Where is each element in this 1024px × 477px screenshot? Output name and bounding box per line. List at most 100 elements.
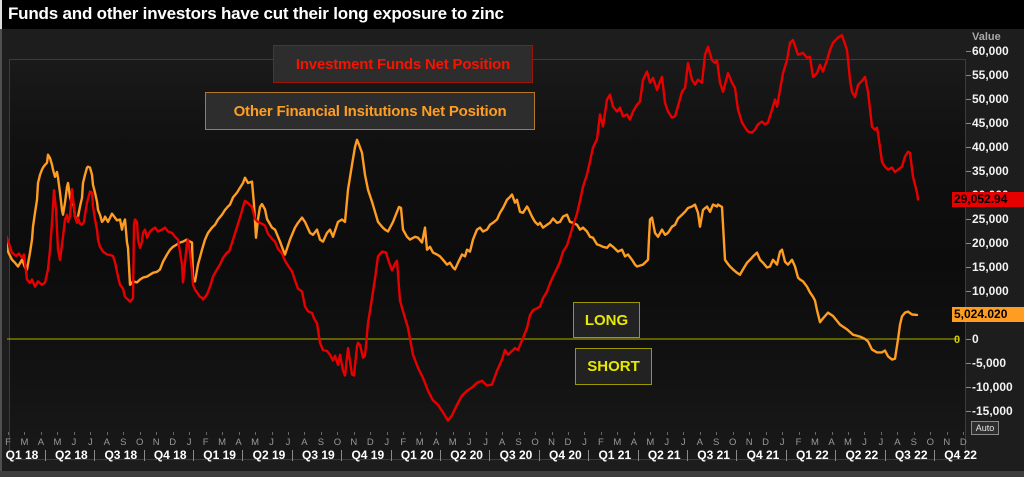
x-tick-mark [452, 432, 454, 435]
x-quarter-label: Q4 21 [746, 448, 780, 462]
x-quarter-separator [686, 450, 688, 461]
x-quarter-label: Q4 19 [351, 448, 385, 462]
x-tick-mark [469, 432, 471, 435]
x-tick-mark [518, 432, 520, 435]
x-tick-mark [287, 432, 289, 435]
x-quarter-separator [390, 450, 392, 461]
x-tick-mark [683, 432, 685, 435]
x-tick-mark [913, 432, 915, 435]
y-tick-mark [966, 171, 971, 172]
x-tick-mark [666, 432, 668, 435]
x-month-label: F [400, 437, 407, 448]
bottom-frame [0, 471, 1024, 477]
x-month-label: F [795, 437, 802, 448]
x-month-label: N [745, 437, 753, 448]
x-month-label: J [582, 437, 587, 448]
x-quarter-separator [489, 450, 491, 461]
x-quarter-label: Q2 20 [450, 448, 483, 462]
legend-investment-funds[interactable]: Investment Funds Net Position [273, 45, 533, 83]
x-tick-mark [930, 432, 932, 435]
x-month-label: J [269, 437, 274, 448]
y-tick-mark [966, 75, 971, 76]
x-month-label: M [415, 437, 424, 448]
x-month-label: J [87, 437, 93, 448]
x-month-label: S [515, 437, 522, 448]
x-tick-mark [831, 432, 833, 435]
x-tick-mark [436, 432, 438, 435]
auto-scale-button[interactable]: Auto [971, 421, 999, 435]
x-tick-mark [304, 432, 306, 435]
x-month-label: A [433, 437, 440, 448]
x-month-label: D [366, 437, 374, 448]
x-tick-mark [123, 432, 125, 435]
y-tick-label: -15,000 [972, 404, 1013, 418]
x-tick-mark [222, 432, 224, 435]
x-month-label: D [564, 437, 572, 448]
x-month-label: S [120, 437, 127, 448]
x-month-label: J [384, 437, 390, 448]
x-month-label: M [53, 437, 62, 448]
x-month-label: N [943, 437, 951, 448]
x-tick-mark [255, 432, 257, 435]
x-quarter-separator [242, 450, 244, 461]
x-tick-mark [419, 432, 421, 435]
x-quarter-separator [785, 450, 787, 461]
x-month-label: N [548, 437, 555, 448]
x-month-label: A [630, 437, 638, 448]
x-month-label: O [926, 437, 935, 448]
x-tick-mark [600, 432, 602, 435]
y-tick-mark [966, 387, 971, 388]
x-tick-mark [238, 432, 240, 435]
x-month-label: F [5, 437, 11, 448]
x-month-label: J [466, 437, 472, 448]
x-quarter-label: Q2 21 [647, 448, 681, 462]
short-annotation[interactable]: SHORT [575, 348, 652, 385]
y-tick-mark [966, 267, 971, 268]
y-tick-label: 60,000 [972, 44, 1009, 58]
x-month-label: D [169, 437, 177, 448]
x-quarter-separator [884, 450, 886, 461]
x-month-label: M [20, 437, 29, 448]
y-tick-label: 20,000 [972, 236, 1009, 250]
x-month-label: J [664, 437, 670, 448]
x-month-label: O [136, 437, 144, 448]
orange-value-badge: 5,024.020 [952, 307, 1024, 323]
x-month-label: M [844, 437, 852, 448]
x-tick-mark [699, 432, 701, 435]
x-tick-mark [716, 432, 718, 435]
x-quarter-label: Q1 19 [203, 448, 236, 462]
x-tick-mark [172, 432, 174, 435]
x-tick-mark [386, 432, 388, 435]
x-tick-mark [551, 432, 553, 435]
y-tick-mark [966, 99, 971, 100]
x-month-label: N [152, 437, 160, 448]
legend-investment-funds-label: Investment Funds Net Position [295, 55, 511, 73]
x-tick-mark [139, 432, 141, 435]
x-month-label: M [448, 437, 457, 448]
x-month-label: D [959, 437, 967, 448]
x-tick-mark [205, 432, 207, 435]
x-tick-mark [798, 432, 800, 435]
x-month-label: M [646, 437, 655, 448]
y-tick-label: 50,000 [972, 92, 1009, 106]
legend-other-financial[interactable]: Other Financial Insitutions Net Position [205, 92, 535, 130]
x-tick-mark [815, 432, 817, 435]
x-quarter-label: Q3 20 [499, 448, 533, 462]
x-tick-mark [189, 432, 191, 435]
x-month-label: S [317, 437, 325, 448]
x-month-label: A [498, 437, 506, 448]
x-quarter-separator [933, 450, 935, 461]
x-quarter-separator [341, 450, 343, 461]
x-month-label: F [202, 437, 209, 448]
y-tick-label: 55,000 [972, 68, 1009, 82]
x-tick-mark [403, 432, 405, 435]
x-tick-mark [40, 432, 42, 435]
x-tick-mark [864, 432, 866, 435]
y-tick-mark [966, 411, 971, 412]
x-tick-mark [485, 432, 487, 435]
x-quarter-label: Q4 18 [153, 448, 187, 462]
x-month-label: A [103, 437, 110, 448]
y-tick-label: 10,000 [972, 284, 1009, 298]
long-annotation[interactable]: LONG [573, 302, 640, 338]
